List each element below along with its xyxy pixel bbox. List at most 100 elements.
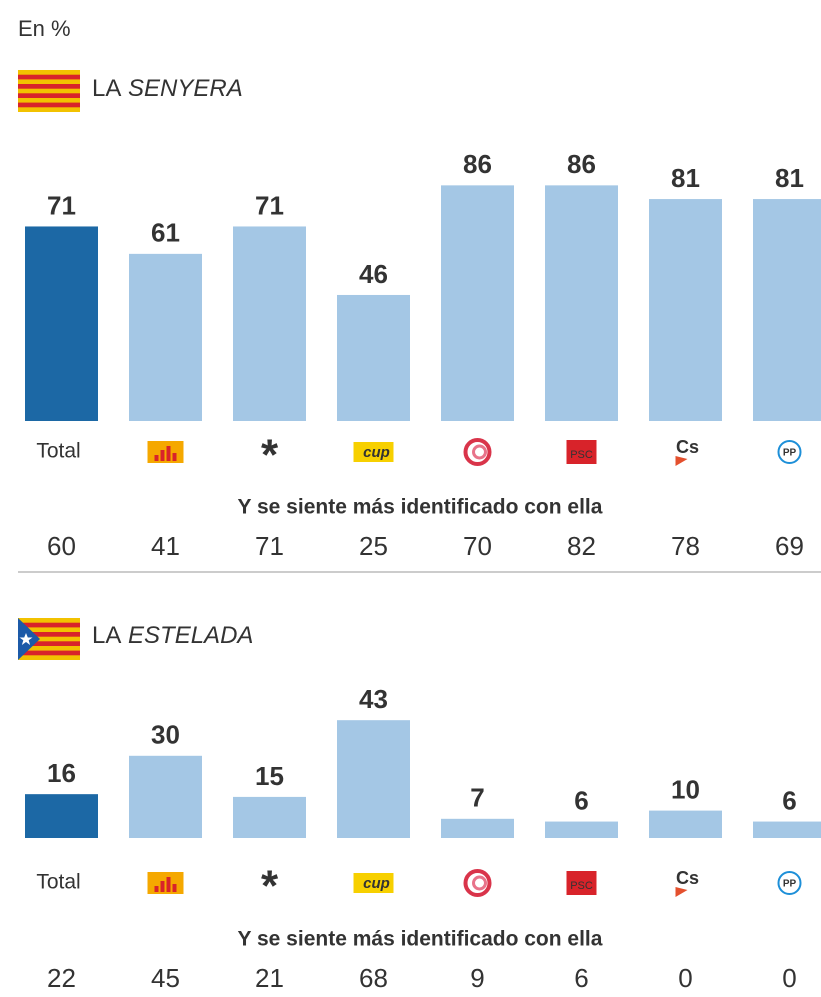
bar xyxy=(441,185,514,421)
bar xyxy=(649,199,722,421)
value-label: 71 xyxy=(47,190,76,220)
value-label: 46 xyxy=(359,259,388,289)
icon-bg xyxy=(147,872,184,894)
secondary-value: 71 xyxy=(255,531,284,561)
icon-stripe xyxy=(172,453,177,461)
secondary-value: 22 xyxy=(47,963,76,993)
value-label: 61 xyxy=(151,218,180,248)
party-icon: cup xyxy=(353,873,394,893)
icon-bg xyxy=(566,871,597,895)
value-label: 15 xyxy=(255,761,284,791)
icon-text: Cs xyxy=(676,437,699,457)
bar xyxy=(129,755,202,838)
party-icon xyxy=(147,872,184,894)
value-label: 86 xyxy=(463,149,492,179)
party-icon: * xyxy=(261,431,279,480)
category-label: Total xyxy=(36,871,80,894)
bar xyxy=(233,796,306,838)
icon-ring xyxy=(463,869,492,897)
secondary-value: 82 xyxy=(567,531,596,561)
party-icon: PSC xyxy=(566,871,597,895)
secondary-label: Y se siente más identificado con ella xyxy=(238,928,603,951)
value-label: 81 xyxy=(775,163,804,193)
secondary-value: 69 xyxy=(775,531,804,561)
icon-bg xyxy=(353,442,394,462)
icon-text: PP xyxy=(783,879,797,890)
value-label: 6 xyxy=(782,785,796,815)
secondary-value: 78 xyxy=(671,531,700,561)
secondary-value: 0 xyxy=(678,963,692,993)
icon-ring xyxy=(463,438,492,466)
bar xyxy=(25,226,98,421)
bar xyxy=(129,253,202,421)
icon-bg xyxy=(147,441,184,463)
secondary-value: 0 xyxy=(782,963,796,993)
icon-stripe xyxy=(166,877,171,892)
icon-text: PP xyxy=(783,448,797,459)
party-icon: PSC xyxy=(566,440,597,464)
icon-stripe xyxy=(154,886,159,892)
icon-text: cup xyxy=(363,444,390,461)
unit-label: En % xyxy=(18,16,71,41)
value-label: 7 xyxy=(470,783,484,813)
icon-ring xyxy=(472,444,487,460)
secondary-value: 25 xyxy=(359,531,388,561)
party-icon: PP xyxy=(777,871,802,895)
icon-ring xyxy=(777,440,802,464)
party-icon: PP xyxy=(777,440,802,464)
value-label: 16 xyxy=(47,758,76,788)
chart-title: LA ESTELADA xyxy=(92,622,253,649)
icon-stripe xyxy=(160,881,165,892)
icon-arrow xyxy=(675,887,688,897)
bar xyxy=(753,821,821,838)
icon-stripe xyxy=(154,455,159,461)
bar xyxy=(337,720,410,838)
value-label: 10 xyxy=(671,774,700,804)
icon-ring xyxy=(777,871,802,895)
party-icon: * xyxy=(261,862,279,911)
icon-bg xyxy=(353,873,394,893)
senyera-flag xyxy=(18,70,80,112)
bar xyxy=(441,818,514,838)
icon-ring xyxy=(472,875,487,891)
secondary-value: 60 xyxy=(47,531,76,561)
value-label: 30 xyxy=(151,720,180,750)
secondary-label: Y se siente más identificado con ella xyxy=(238,496,603,519)
chart-title: LA SENYERA xyxy=(92,75,243,102)
icon-star: * xyxy=(261,862,279,911)
icon-text: Cs xyxy=(676,868,699,888)
bar xyxy=(545,185,618,421)
bar xyxy=(649,810,722,838)
icon-text: cup xyxy=(363,875,390,892)
party-icon xyxy=(463,438,492,466)
secondary-value: 6 xyxy=(574,963,588,993)
party-icon: Cs xyxy=(675,437,699,466)
party-icon xyxy=(463,869,492,897)
secondary-value: 9 xyxy=(470,963,484,993)
secondary-value: 68 xyxy=(359,963,388,993)
secondary-value: 45 xyxy=(151,963,180,993)
value-label: 43 xyxy=(359,684,388,714)
party-icon xyxy=(147,441,184,463)
icon-text: PSC xyxy=(570,449,593,461)
value-label: 6 xyxy=(574,785,588,815)
value-label: 86 xyxy=(567,149,596,179)
party-icon: Cs xyxy=(675,868,699,897)
bar xyxy=(25,794,98,838)
category-label: Total xyxy=(36,440,80,463)
estelada-flag xyxy=(18,618,80,660)
icon-text: PSC xyxy=(570,880,593,892)
icon-star: * xyxy=(261,431,279,480)
party-icon: cup xyxy=(353,442,394,462)
secondary-value: 70 xyxy=(463,531,492,561)
icon-stripe xyxy=(172,884,177,892)
icon-arrow xyxy=(675,456,688,466)
secondary-value: 21 xyxy=(255,963,284,993)
value-label: 71 xyxy=(255,190,284,220)
bar xyxy=(753,199,821,421)
icon-stripe xyxy=(166,446,171,461)
bar xyxy=(545,821,618,838)
secondary-value: 41 xyxy=(151,531,180,561)
bar xyxy=(233,226,306,421)
